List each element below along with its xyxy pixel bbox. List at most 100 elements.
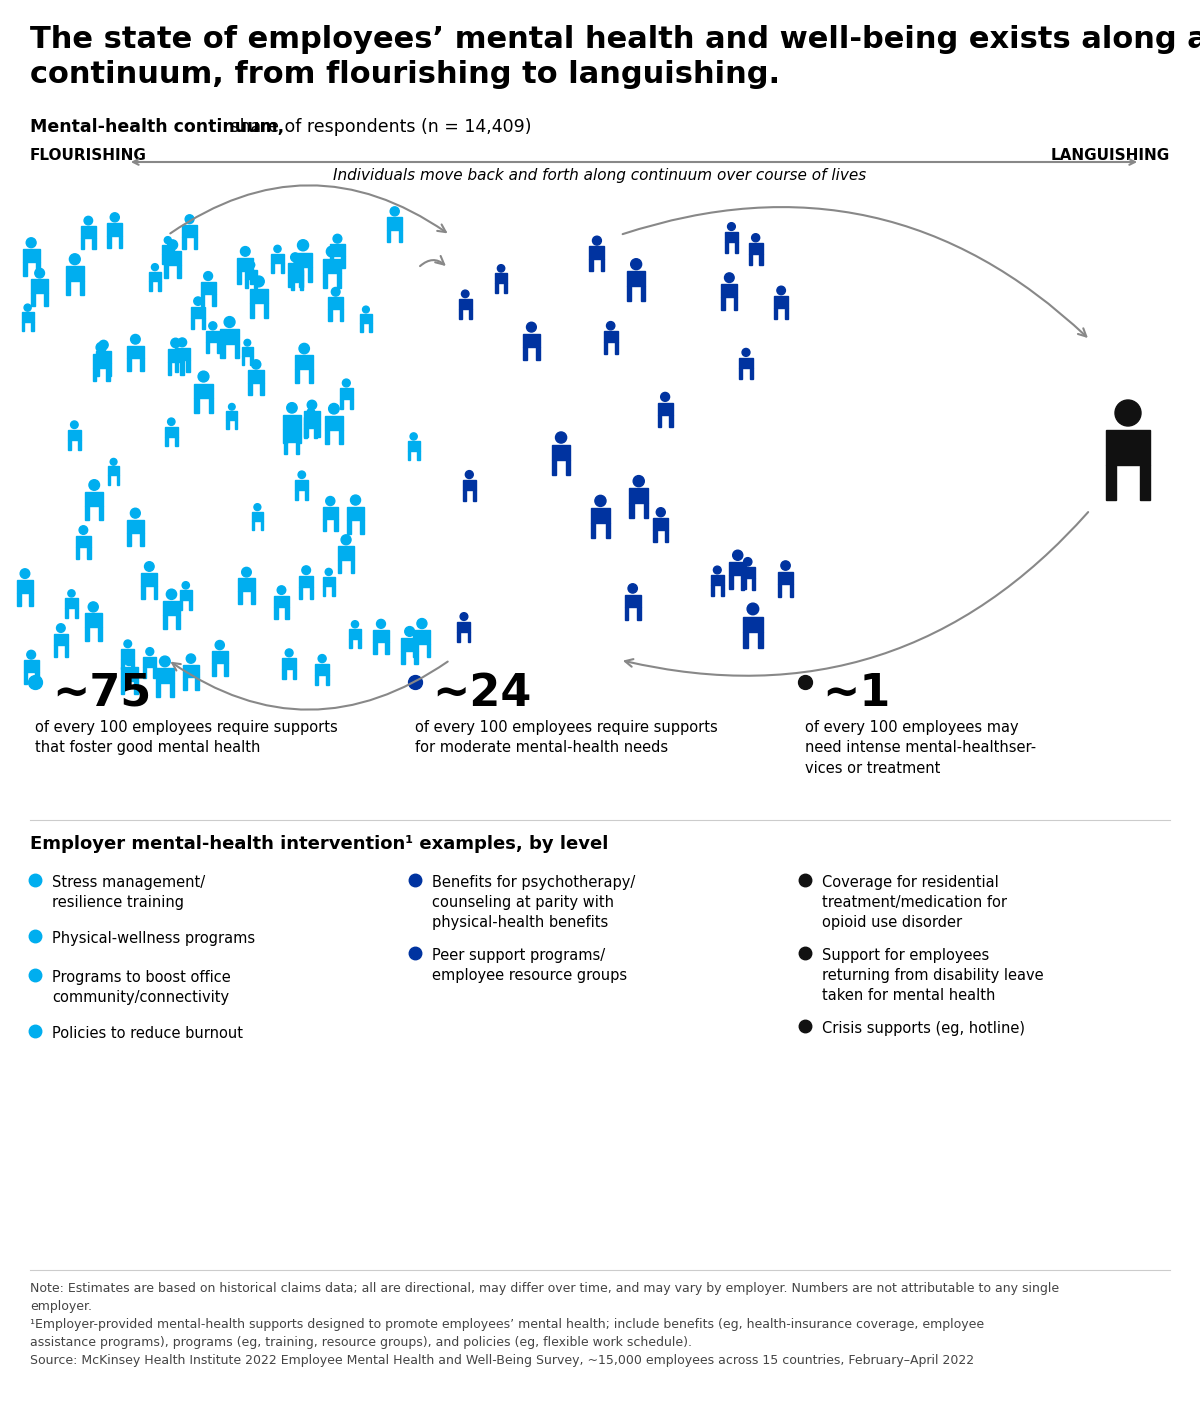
Bar — [730, 562, 746, 575]
Bar — [120, 681, 125, 695]
Bar — [398, 230, 402, 242]
Bar — [373, 641, 377, 654]
Circle shape — [298, 240, 308, 251]
Bar — [401, 638, 418, 651]
Bar — [373, 630, 389, 641]
Bar — [107, 223, 122, 235]
Bar — [193, 237, 197, 248]
Bar — [156, 668, 174, 683]
Bar — [504, 283, 508, 293]
Bar — [305, 428, 307, 438]
Bar — [143, 657, 156, 668]
Bar — [790, 585, 793, 597]
Text: Benefits for psychotherapy/
counseling at parity with
physical-health benefits: Benefits for psychotherapy/ counseling a… — [432, 875, 635, 930]
Bar — [54, 634, 68, 645]
Bar — [121, 648, 134, 659]
Bar — [721, 586, 724, 596]
Bar — [350, 559, 354, 573]
Bar — [80, 280, 84, 296]
Circle shape — [79, 526, 88, 534]
Bar — [625, 595, 641, 607]
Circle shape — [244, 340, 251, 347]
Bar — [24, 672, 28, 683]
Bar — [275, 607, 277, 619]
Bar — [349, 638, 352, 648]
Bar — [162, 245, 174, 254]
Bar — [740, 579, 744, 589]
Bar — [329, 309, 331, 321]
Bar — [359, 638, 361, 648]
Bar — [473, 490, 476, 502]
Bar — [164, 265, 168, 279]
Bar — [323, 576, 335, 586]
Circle shape — [89, 479, 100, 490]
Circle shape — [20, 569, 30, 579]
Bar — [182, 237, 186, 248]
Bar — [725, 231, 738, 242]
Circle shape — [631, 259, 642, 269]
Circle shape — [302, 566, 311, 575]
Circle shape — [656, 507, 665, 517]
Circle shape — [89, 602, 98, 612]
Circle shape — [164, 237, 172, 244]
Bar — [206, 331, 220, 342]
Bar — [323, 586, 325, 596]
Text: Programs to boost office
community/connectivity: Programs to boost office community/conne… — [52, 969, 230, 1005]
Bar — [329, 297, 343, 309]
Circle shape — [146, 648, 154, 655]
Bar — [250, 303, 254, 317]
Bar — [778, 585, 781, 597]
Text: of every 100 employees require supports
that foster good mental health: of every 100 employees require supports … — [35, 720, 337, 755]
Bar — [751, 579, 755, 589]
Bar — [316, 664, 329, 675]
FancyArrowPatch shape — [172, 662, 448, 710]
Bar — [154, 586, 157, 599]
Bar — [175, 437, 178, 447]
Bar — [108, 364, 112, 376]
Bar — [733, 297, 738, 310]
Bar — [335, 520, 338, 531]
Text: The state of employees’ mental health and well-being exists along a
continuum, f: The state of employees’ mental health an… — [30, 25, 1200, 89]
Bar — [239, 579, 254, 592]
FancyArrowPatch shape — [170, 186, 446, 234]
Bar — [523, 347, 527, 359]
Bar — [184, 678, 187, 689]
Bar — [308, 268, 312, 282]
Circle shape — [744, 558, 752, 566]
Text: ~24: ~24 — [432, 672, 532, 714]
Bar — [221, 330, 239, 344]
Bar — [190, 600, 192, 610]
Bar — [164, 251, 181, 265]
Bar — [92, 238, 96, 249]
Circle shape — [497, 265, 505, 272]
Circle shape — [325, 568, 332, 575]
Circle shape — [170, 338, 180, 348]
Circle shape — [254, 503, 260, 510]
Bar — [295, 489, 299, 500]
Bar — [74, 607, 78, 617]
Circle shape — [742, 348, 750, 356]
Circle shape — [661, 392, 670, 402]
Circle shape — [247, 262, 254, 269]
Bar — [743, 633, 748, 648]
Circle shape — [185, 214, 194, 224]
Circle shape — [293, 262, 301, 269]
Bar — [252, 521, 254, 530]
Bar — [170, 683, 174, 697]
Bar — [24, 661, 38, 672]
Circle shape — [70, 254, 80, 265]
Bar — [239, 592, 242, 604]
Text: Policies to reduce burnout: Policies to reduce burnout — [52, 1026, 242, 1041]
Bar — [180, 362, 184, 375]
Bar — [76, 535, 91, 547]
Bar — [385, 641, 389, 654]
Circle shape — [404, 627, 414, 637]
Bar — [250, 289, 268, 303]
Circle shape — [24, 304, 31, 311]
Circle shape — [298, 471, 306, 479]
Bar — [92, 354, 109, 368]
Bar — [494, 273, 508, 283]
Bar — [299, 275, 302, 287]
Bar — [360, 314, 372, 323]
FancyArrowPatch shape — [625, 511, 1088, 676]
